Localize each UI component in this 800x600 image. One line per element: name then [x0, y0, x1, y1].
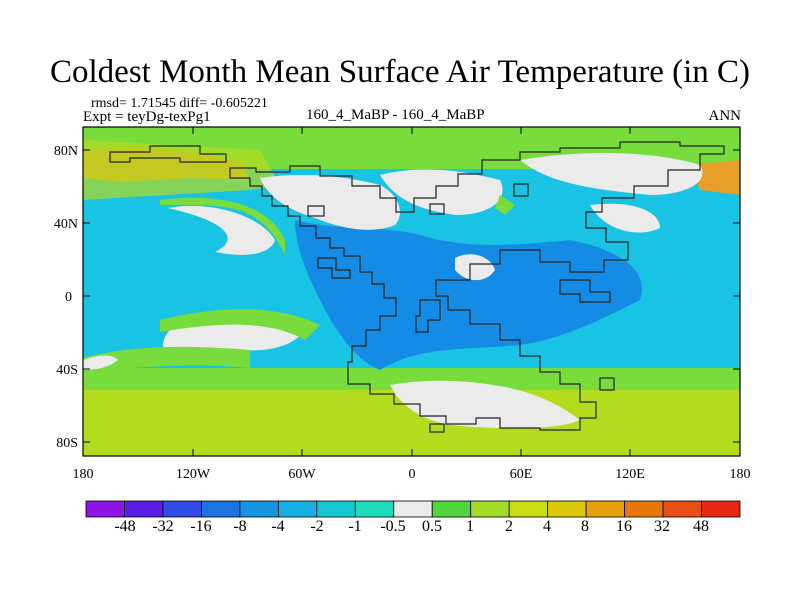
colorbar-label: 16	[616, 518, 632, 535]
colorbar-swatch	[239, 500, 279, 518]
colorbar-label: 4	[543, 518, 551, 535]
lat-label-40n: 40N	[54, 217, 78, 232]
colorbar-label: -2	[310, 518, 323, 535]
colorbar-label: -48	[114, 518, 135, 535]
colorbar-swatch	[701, 500, 741, 518]
field-zero-central	[455, 254, 495, 281]
field-zero-east	[590, 203, 660, 233]
lon-label-180w: 180	[73, 467, 94, 482]
colorbar-label: -4	[271, 518, 284, 535]
coastline-island-6	[429, 203, 445, 215]
colorbar-label: 8	[581, 518, 589, 535]
lon-label-0: 0	[409, 467, 416, 482]
field-npac-green	[160, 197, 285, 255]
colorbar-label: 0.5	[422, 518, 442, 535]
coastline-island-3	[415, 299, 441, 333]
lon-label-120w: 120W	[176, 467, 211, 482]
lon-label-60e: 60E	[510, 467, 533, 482]
colorbar-label: -16	[190, 518, 211, 535]
colorbar-swatch	[547, 500, 587, 518]
colorbar-label: -32	[152, 518, 173, 535]
field-spac-green2	[83, 346, 250, 372]
field-npac-zero	[168, 205, 275, 255]
colorbar-swatch	[277, 500, 318, 518]
colorbar-swatch	[85, 500, 125, 518]
coastlines	[109, 141, 725, 433]
field-zero-north	[380, 169, 503, 215]
coastline-arctic-island	[109, 145, 227, 163]
colorbar-swatch	[470, 500, 510, 518]
coastline-island-7	[599, 377, 615, 391]
colorbar-label: 48	[693, 518, 709, 535]
colorbar-swatch	[431, 500, 472, 518]
coastline-island-4	[559, 279, 611, 303]
lon-label-60w: 60W	[288, 467, 316, 482]
rmsd-diff-stats: rmsd= 1.71545 diff= -0.605221	[91, 96, 268, 111]
colorbar-swatch	[508, 500, 549, 518]
field-zero-asia	[520, 153, 703, 195]
field-spac-green	[160, 309, 320, 340]
field-blue-core	[295, 220, 642, 370]
colorbar-labels: -48 -32 -16 -8 -4 -2 -1 -0.5 0.5 1 2 4 8…	[114, 518, 709, 535]
lat-label-80s: 80S	[56, 436, 78, 451]
colorbar-swatch	[316, 500, 356, 518]
coastline-pangea	[229, 141, 725, 431]
field-arctic-yellow	[83, 140, 280, 200]
colorbar-swatch	[393, 500, 433, 518]
colorbar-label: 1	[466, 518, 474, 535]
colorbar-label: 32	[654, 518, 670, 535]
colorbar-label: 2	[505, 518, 513, 535]
field-arctic-orange-east	[690, 160, 740, 195]
colorbar-swatch	[162, 500, 202, 518]
lon-label-180e: 180	[730, 467, 751, 482]
lat-label-80n: 80N	[54, 144, 78, 159]
colorbar-label: -1	[348, 518, 361, 535]
map-title: Coldest Month Mean Surface Air Temperatu…	[50, 54, 750, 90]
lon-label-120e: 120E	[615, 467, 645, 482]
colorbar-label: -0.5	[380, 518, 405, 535]
axis-ticks	[83, 127, 740, 456]
field-green-africa	[495, 195, 515, 215]
field-sw-zero	[83, 355, 118, 370]
colorbar-swatch	[662, 500, 702, 518]
coastline-island-2	[317, 257, 351, 279]
coastline-island-8	[429, 423, 445, 433]
colorbar-swatch	[201, 500, 241, 518]
season-label: ANN	[708, 108, 742, 124]
colorbar-swatch	[124, 500, 164, 518]
colorbar	[85, 500, 741, 518]
colorbar-swatch	[624, 500, 664, 518]
colorbar-swatch	[354, 500, 395, 518]
colorbar-label: -8	[233, 518, 246, 535]
lat-label-0: 0	[65, 290, 72, 305]
lat-label-40s: 40S	[56, 363, 78, 378]
comparison-label: 160_4_MaBP - 160_4_MaBP	[306, 107, 485, 123]
field-zero-namerica	[260, 174, 400, 230]
colorbar-swatch	[585, 500, 625, 518]
temperature-field	[83, 127, 740, 456]
coastline-island-1	[307, 205, 325, 217]
coastline-island-5	[513, 183, 529, 197]
experiment-label: Expt = teyDg-texPg1	[83, 109, 211, 125]
